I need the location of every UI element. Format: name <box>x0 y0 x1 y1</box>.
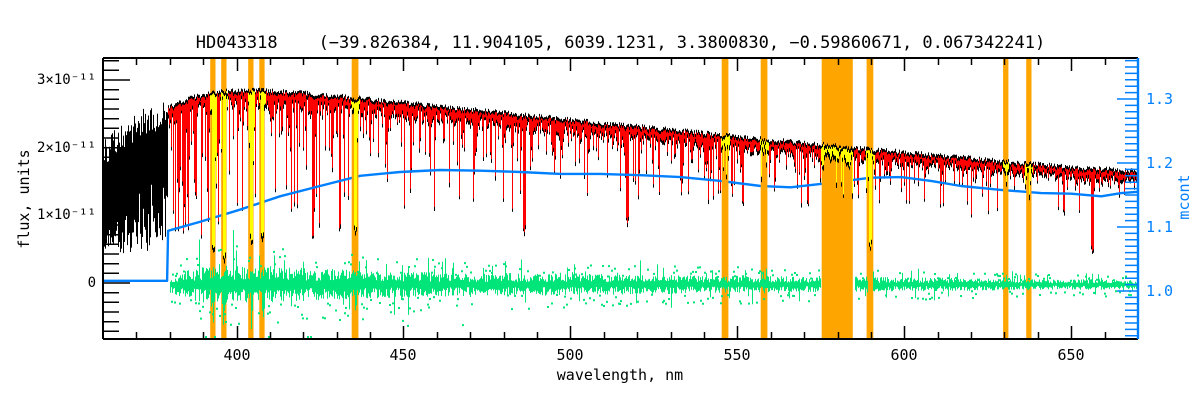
mcont-tick-label: 1.1 <box>1146 218 1174 236</box>
x-tick-label: 500 <box>556 346 584 364</box>
masked-band <box>721 59 729 338</box>
mcont-tick-label: 1.3 <box>1146 90 1174 108</box>
mcont-tick-label: 1.0 <box>1146 282 1174 300</box>
x-axis-label: wavelength, nm <box>556 366 684 384</box>
plot-title: HD043318 (−39.826384, 11.904105, 6039.12… <box>195 33 1046 53</box>
flux-tick-label: 2×10⁻¹¹ <box>36 140 96 156</box>
mcont-tick-label: 1.2 <box>1146 154 1174 172</box>
flux-tick-label: 1×10⁻¹¹ <box>36 207 96 223</box>
flux-tick-label: 0 <box>87 275 96 291</box>
x-tick-label: 550 <box>723 346 751 364</box>
y-right-axis-label: mcont <box>1175 174 1193 220</box>
x-tick-label: 400 <box>223 346 251 364</box>
masked-band <box>1003 59 1009 338</box>
masked-band <box>821 59 853 338</box>
x-tick-label: 650 <box>1057 346 1085 364</box>
masked-band <box>1026 59 1032 338</box>
x-tick-label: 450 <box>389 346 417 364</box>
plot-frame <box>102 57 1138 340</box>
x-tick-label: 600 <box>890 346 918 364</box>
flux-tick-label: 3×10⁻¹¹ <box>36 72 96 88</box>
masked-band <box>760 59 768 338</box>
